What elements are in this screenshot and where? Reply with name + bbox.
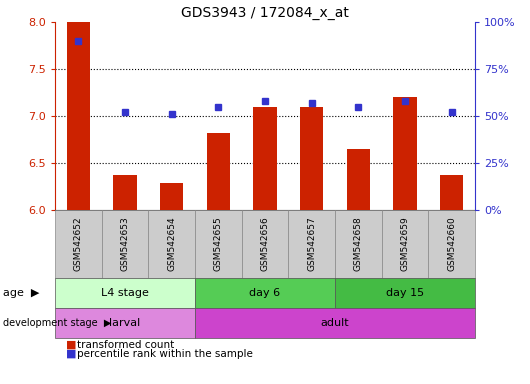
Bar — [335, 278, 475, 308]
Text: ■: ■ — [66, 349, 76, 359]
Bar — [102, 210, 148, 278]
Bar — [55, 308, 195, 338]
Bar — [195, 278, 335, 308]
Text: day 15: day 15 — [386, 288, 424, 298]
Text: ■: ■ — [66, 339, 76, 349]
Text: GSM542652: GSM542652 — [74, 217, 83, 271]
Text: adult: adult — [321, 318, 349, 328]
Text: GSM542656: GSM542656 — [261, 217, 269, 271]
Text: GSM542659: GSM542659 — [401, 217, 410, 271]
Bar — [253, 107, 277, 210]
Text: age  ▶: age ▶ — [3, 288, 39, 298]
Bar — [347, 149, 370, 210]
Text: GSM542660: GSM542660 — [447, 217, 456, 271]
Text: day 6: day 6 — [250, 288, 280, 298]
Text: percentile rank within the sample: percentile rank within the sample — [77, 349, 253, 359]
Bar — [288, 210, 335, 278]
Bar — [160, 183, 183, 210]
Text: GSM542655: GSM542655 — [214, 217, 223, 271]
Bar — [300, 107, 323, 210]
Text: transformed count: transformed count — [77, 339, 174, 349]
Bar — [440, 175, 463, 210]
Bar — [67, 22, 90, 210]
Bar — [195, 210, 242, 278]
Bar — [55, 278, 195, 308]
Text: development stage  ▶: development stage ▶ — [3, 318, 111, 328]
Bar — [207, 133, 230, 210]
Bar — [242, 210, 288, 278]
Bar — [113, 175, 137, 210]
Text: GSM542658: GSM542658 — [354, 217, 363, 271]
Bar — [148, 210, 195, 278]
Bar — [393, 97, 417, 210]
Text: GSM542657: GSM542657 — [307, 217, 316, 271]
Bar — [428, 210, 475, 278]
Bar — [195, 308, 475, 338]
Text: GSM542654: GSM542654 — [167, 217, 176, 271]
Text: GSM542653: GSM542653 — [120, 217, 129, 271]
Bar — [335, 210, 382, 278]
Text: L4 stage: L4 stage — [101, 288, 149, 298]
Text: larval: larval — [109, 318, 140, 328]
Bar — [382, 210, 428, 278]
Title: GDS3943 / 172084_x_at: GDS3943 / 172084_x_at — [181, 6, 349, 20]
Bar — [55, 210, 102, 278]
